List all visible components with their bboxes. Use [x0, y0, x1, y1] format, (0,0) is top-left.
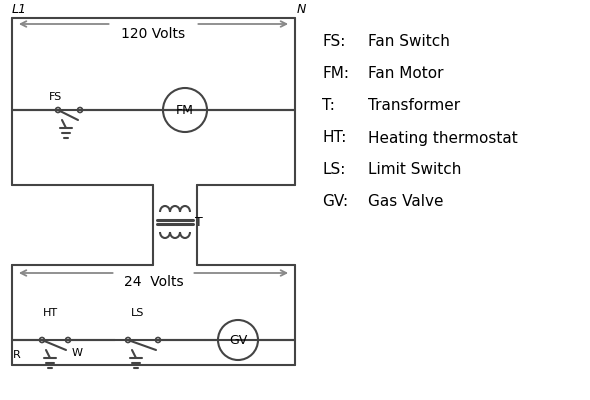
Text: Transformer: Transformer: [368, 98, 460, 114]
Text: R: R: [13, 350, 21, 360]
Text: HT: HT: [42, 308, 58, 318]
Text: 120 Volts: 120 Volts: [122, 27, 186, 41]
Text: FS: FS: [50, 92, 63, 102]
Text: Heating thermostat: Heating thermostat: [368, 130, 518, 146]
Text: FM: FM: [176, 104, 194, 116]
Text: FS:: FS:: [322, 34, 345, 50]
Text: N: N: [297, 3, 306, 16]
Text: LS:: LS:: [322, 162, 345, 178]
Text: T: T: [195, 216, 203, 228]
Text: Fan Motor: Fan Motor: [368, 66, 444, 82]
Text: L1: L1: [12, 3, 27, 16]
Text: LS: LS: [132, 308, 145, 318]
Text: Gas Valve: Gas Valve: [368, 194, 444, 210]
Text: GV: GV: [229, 334, 247, 346]
Text: HT:: HT:: [322, 130, 346, 146]
Text: W: W: [72, 348, 83, 358]
Text: FM:: FM:: [322, 66, 349, 82]
Text: 24  Volts: 24 Volts: [124, 275, 183, 289]
Text: T:: T:: [322, 98, 335, 114]
Text: GV:: GV:: [322, 194, 348, 210]
Text: Limit Switch: Limit Switch: [368, 162, 461, 178]
Text: Fan Switch: Fan Switch: [368, 34, 450, 50]
